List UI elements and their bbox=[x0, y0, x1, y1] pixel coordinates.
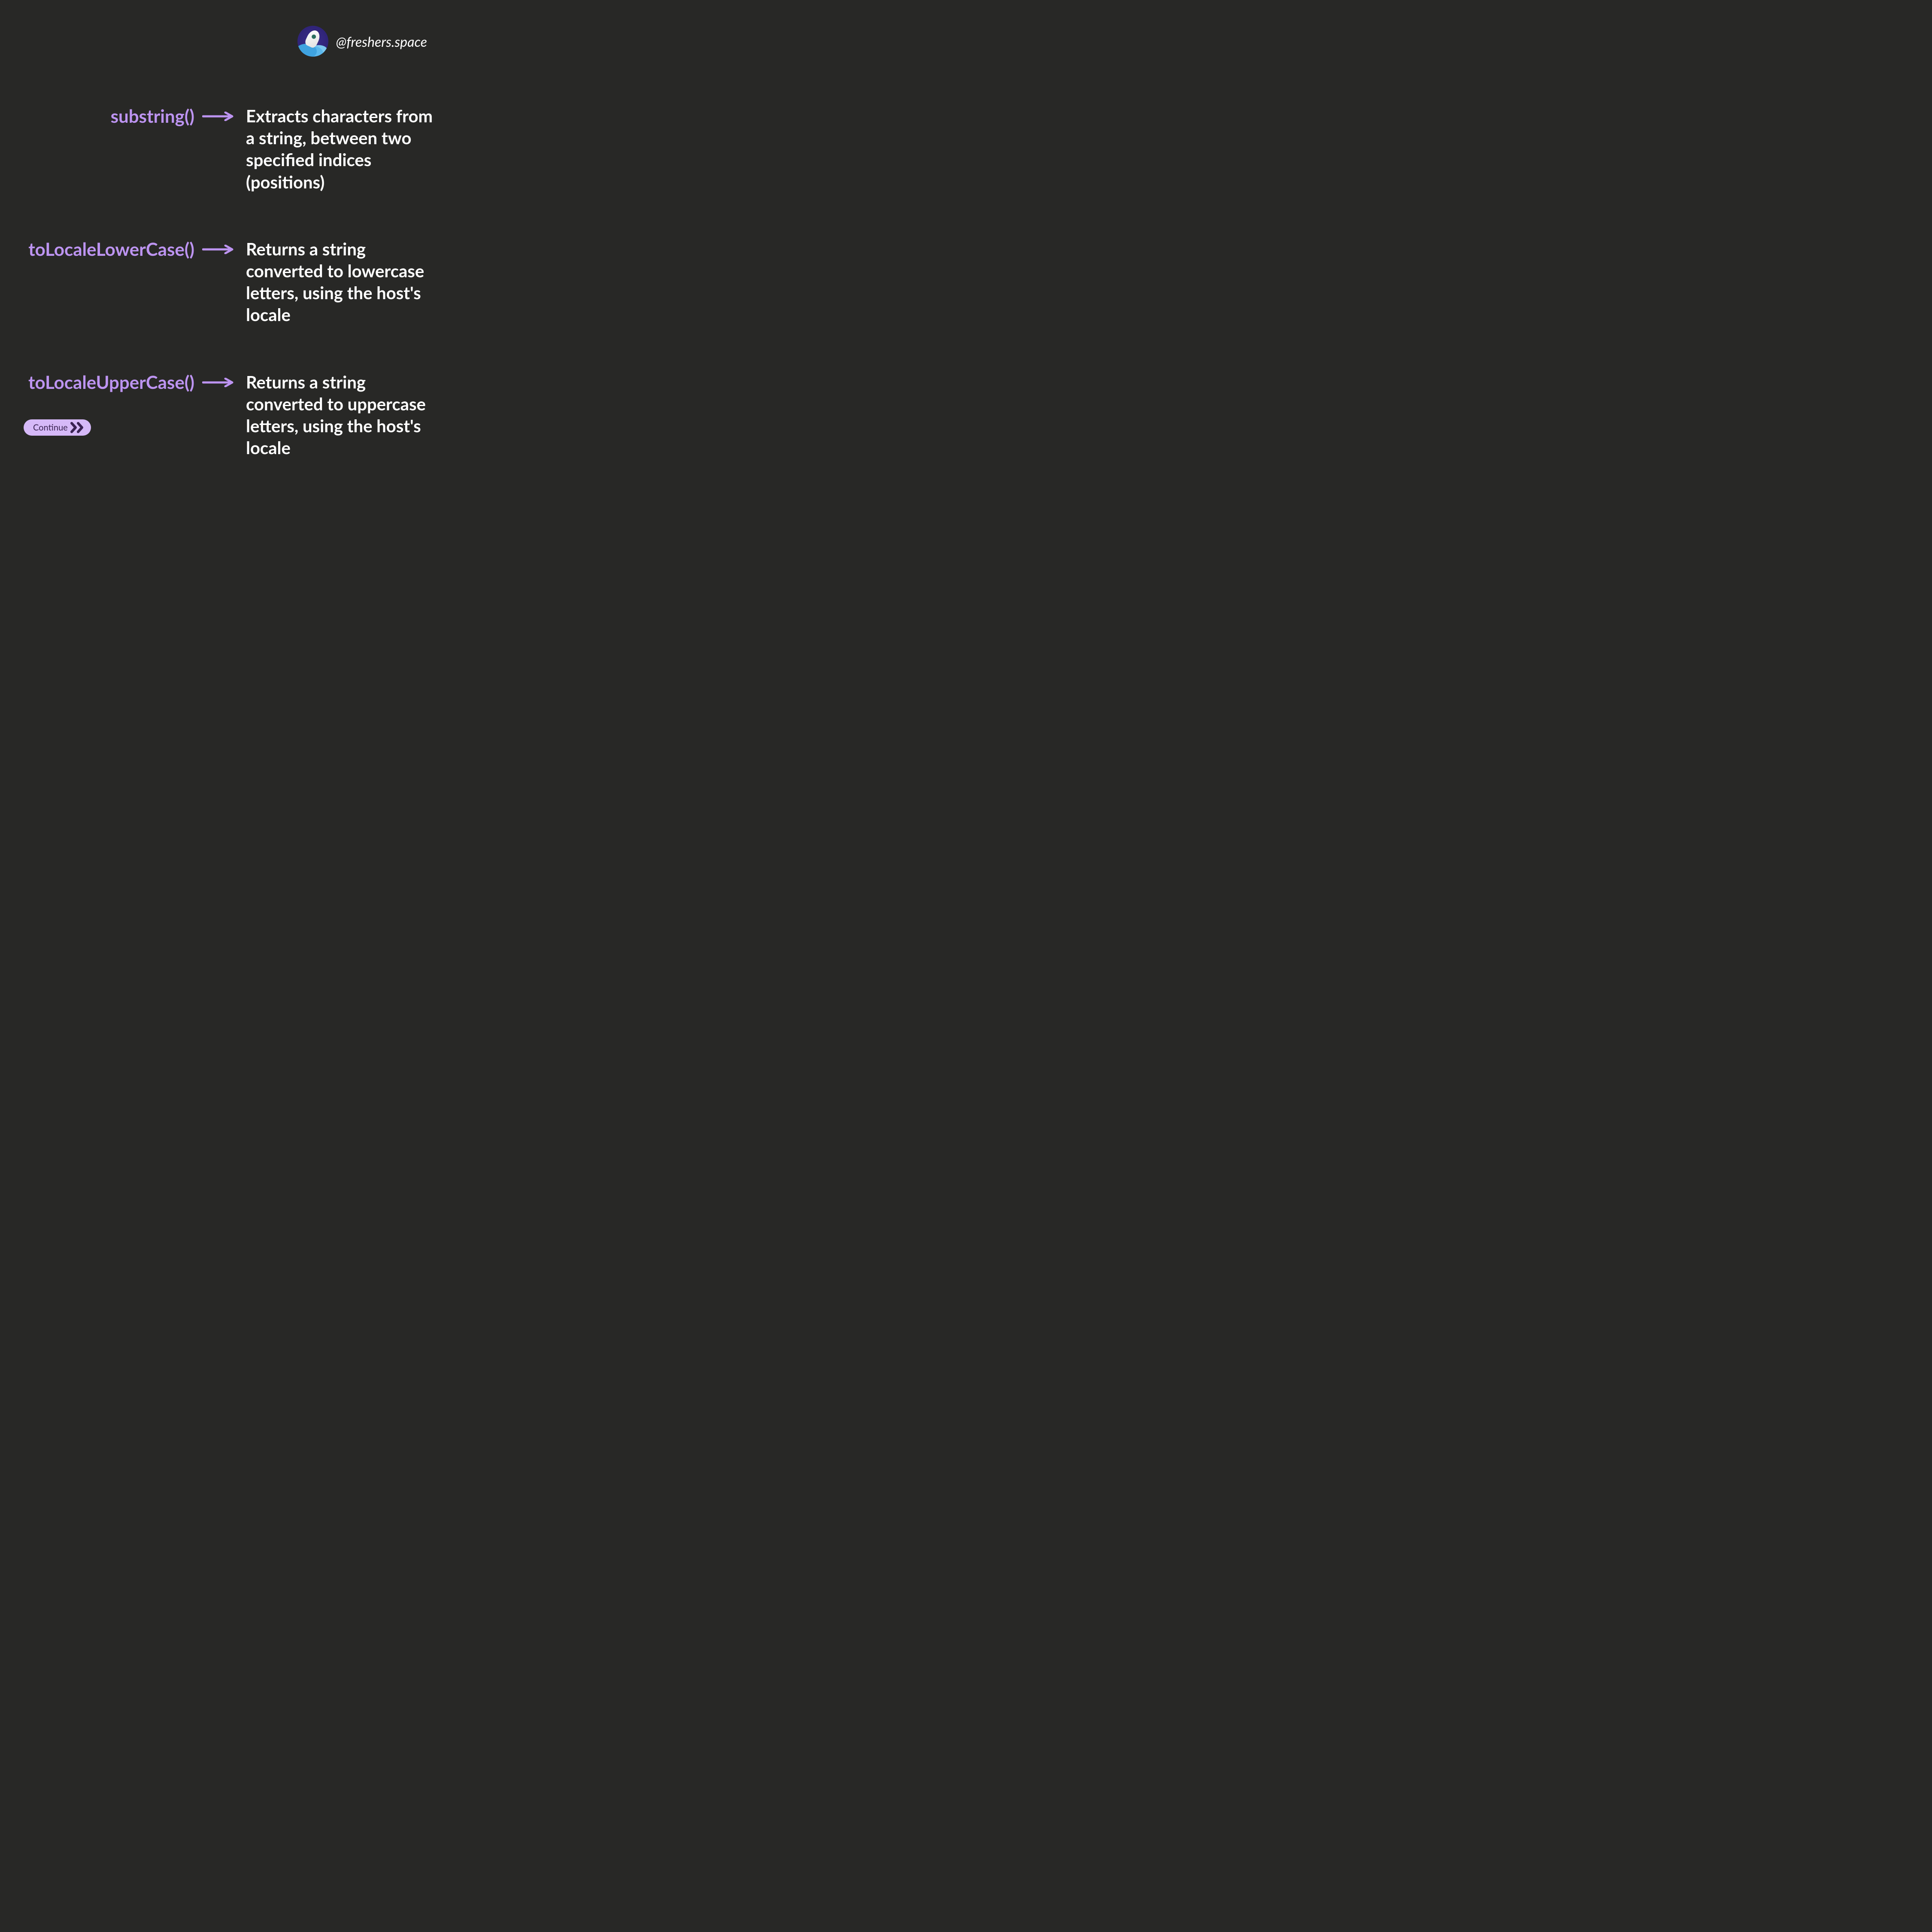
chevron-double-right-icon bbox=[70, 422, 85, 433]
method-name: substring() bbox=[111, 105, 194, 127]
account-handle: @freshers.space bbox=[336, 33, 427, 50]
method-row: toLocaleLowerCase() Returns a string con… bbox=[21, 238, 442, 326]
continue-button[interactable]: Continue bbox=[24, 419, 91, 436]
arrow-right-icon bbox=[202, 378, 234, 387]
description-col: Returns a string converted to uppercase … bbox=[234, 371, 442, 459]
description-col: Extracts characters from a string, betwe… bbox=[234, 105, 442, 193]
method-description: Returns a string converted to lowercase … bbox=[246, 238, 442, 326]
method-row: substring() Extracts characters from a s… bbox=[21, 105, 442, 193]
method-description: Returns a string converted to uppercase … bbox=[246, 371, 442, 459]
arrow-right-icon bbox=[202, 245, 234, 254]
method-name: toLocaleLowerCase() bbox=[28, 238, 194, 260]
description-col: Returns a string converted to lowercase … bbox=[234, 238, 442, 326]
header: @freshers.space bbox=[297, 26, 427, 57]
method-col: toLocaleUpperCase() bbox=[21, 371, 234, 393]
continue-label: Continue bbox=[33, 422, 68, 433]
method-row: toLocaleUpperCase() Returns a string con… bbox=[21, 371, 442, 459]
methods-list: substring() Extracts characters from a s… bbox=[0, 105, 464, 504]
method-description: Extracts characters from a string, betwe… bbox=[246, 105, 442, 193]
method-col: substring() bbox=[21, 105, 234, 127]
logo-icon bbox=[297, 26, 328, 57]
method-col: toLocaleLowerCase() bbox=[21, 238, 234, 260]
arrow-right-icon bbox=[202, 112, 234, 121]
method-name: toLocaleUpperCase() bbox=[28, 371, 194, 393]
